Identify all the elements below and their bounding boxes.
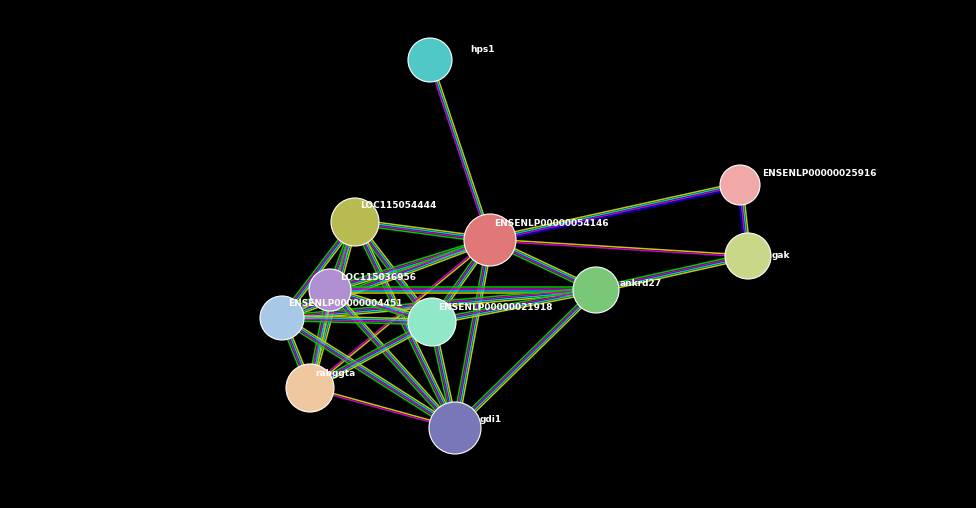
Text: ankrd27: ankrd27 [620,278,662,288]
Circle shape [408,298,456,346]
Text: gak: gak [772,251,791,261]
Text: gdi1: gdi1 [480,416,502,425]
Circle shape [720,165,760,205]
Text: ENSENLP00000004451: ENSENLP00000004451 [288,300,402,308]
Text: LOC115036956: LOC115036956 [340,272,416,281]
Circle shape [286,364,334,412]
Circle shape [408,38,452,82]
Circle shape [464,214,516,266]
Text: ENSENLP00000054146: ENSENLP00000054146 [494,219,609,229]
Text: ENSENLP00000021918: ENSENLP00000021918 [438,303,552,312]
Circle shape [309,269,351,311]
Circle shape [260,296,304,340]
Circle shape [725,233,771,279]
Circle shape [429,402,481,454]
Text: rabggta: rabggta [315,369,355,378]
Text: ENSENLP00000025916: ENSENLP00000025916 [762,170,876,178]
Circle shape [573,267,619,313]
Circle shape [331,198,379,246]
Text: LOC115054444: LOC115054444 [360,201,436,209]
Text: hps1: hps1 [470,46,495,54]
